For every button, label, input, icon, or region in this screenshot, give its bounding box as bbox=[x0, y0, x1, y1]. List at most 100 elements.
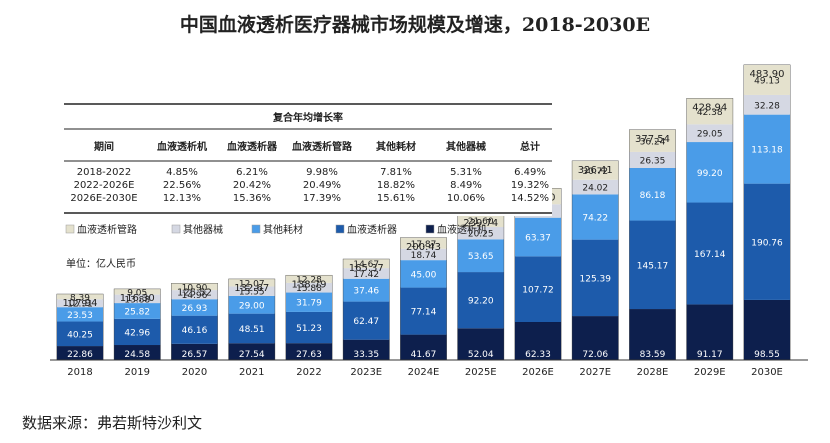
table-cell: 19.32% bbox=[511, 180, 549, 191]
segment-value-label: 12.07 bbox=[239, 279, 265, 289]
bar-segment bbox=[228, 286, 275, 296]
x-tick-label: 2028E bbox=[637, 367, 669, 378]
bar-segment bbox=[572, 179, 619, 195]
x-tick-label: 2022 bbox=[296, 367, 321, 378]
segment-value-label: 83.59 bbox=[640, 350, 666, 360]
bar-segment bbox=[572, 316, 619, 360]
source-note: 数据来源：弗若斯特沙利文 bbox=[22, 414, 203, 432]
bar-segment bbox=[572, 161, 619, 180]
bar-segment bbox=[629, 151, 676, 169]
legend-swatch bbox=[251, 224, 261, 234]
total-value-label: 326.41 bbox=[578, 165, 613, 176]
table-cell: 10.06% bbox=[447, 193, 485, 204]
segment-value-label: 52.04 bbox=[468, 350, 494, 360]
segment-value-label: 30.72 bbox=[582, 167, 608, 177]
segment-value-label: 77.14 bbox=[411, 308, 437, 318]
bar-segment bbox=[515, 256, 561, 323]
table-cell: 4.85% bbox=[166, 167, 198, 178]
segment-value-label: 18.74 bbox=[411, 251, 437, 261]
segment-value-label: 15.88 bbox=[296, 284, 322, 294]
bar-segment bbox=[400, 248, 447, 261]
bar-segment bbox=[171, 315, 218, 344]
bar-segment bbox=[686, 202, 733, 305]
segment-value-label: 13.88 bbox=[124, 295, 150, 305]
bar-segment bbox=[343, 259, 390, 269]
segment-value-label: 92.20 bbox=[468, 297, 494, 307]
bar-segment bbox=[744, 299, 790, 360]
segment-value-label: 99.20 bbox=[697, 169, 723, 179]
bar-segment bbox=[171, 290, 218, 300]
segment-value-label: 98.55 bbox=[754, 350, 780, 360]
bar-segment bbox=[629, 129, 676, 152]
bar-segment bbox=[57, 321, 103, 347]
x-tick-label: 2029E bbox=[694, 367, 726, 378]
segment-value-label: 86.18 bbox=[640, 191, 666, 201]
bar-segment bbox=[744, 94, 790, 115]
segment-value-label: 42.38 bbox=[697, 108, 723, 118]
x-tick-label: 2027E bbox=[579, 367, 611, 378]
total-value-label: 132.67 bbox=[234, 283, 269, 294]
segment-value-label: 72.06 bbox=[582, 350, 608, 360]
x-tick-label: 2018 bbox=[67, 367, 92, 378]
bar-segment bbox=[114, 345, 161, 360]
segment-value-label: 26.35 bbox=[640, 156, 666, 166]
segment-value-label: 29.00 bbox=[239, 301, 265, 311]
segment-value-label: 9.05 bbox=[127, 288, 147, 298]
segment-value-label: 49.13 bbox=[754, 76, 780, 86]
bar-segment bbox=[457, 227, 504, 240]
table-header-cell: 其他耗材 bbox=[376, 140, 416, 153]
segment-value-label: 20.25 bbox=[468, 230, 494, 240]
segment-value-label: 48.51 bbox=[239, 325, 265, 335]
legend-label: 血液透析器 bbox=[347, 223, 397, 236]
bar-segment bbox=[114, 318, 161, 346]
table-cell: 2018-2022 bbox=[77, 167, 132, 178]
table-cell: 6.49% bbox=[514, 167, 546, 178]
bar-segment bbox=[457, 328, 504, 360]
segment-value-label: 12.28 bbox=[296, 276, 322, 286]
bar-segment bbox=[228, 343, 275, 360]
segment-value-label: 14.96 bbox=[182, 291, 208, 301]
x-tick-label: 2023E bbox=[350, 367, 382, 378]
bar-segment bbox=[343, 278, 390, 302]
segment-value-label: 37.46 bbox=[353, 287, 379, 297]
bar-segment bbox=[171, 299, 218, 316]
bar-segment bbox=[572, 194, 619, 240]
segment-value-label: 21.60 bbox=[468, 217, 494, 227]
table-cell: 20.42% bbox=[233, 180, 271, 191]
segment-value-label: 29.05 bbox=[697, 130, 723, 140]
table-cell: 5.31% bbox=[450, 167, 482, 178]
segment-value-label: 45.00 bbox=[411, 270, 437, 280]
segment-value-label: 8.39 bbox=[70, 293, 90, 303]
table-header-cell: 其他器械 bbox=[446, 140, 486, 153]
table-caption: 复合年均增长率 bbox=[272, 111, 343, 124]
total-value-label: 125.52 bbox=[177, 287, 212, 298]
bar-segment bbox=[171, 343, 218, 360]
bar-segment bbox=[228, 279, 275, 287]
legend-label: 其他器械 bbox=[183, 223, 223, 236]
table-header-cell: 期间 bbox=[94, 140, 114, 153]
segment-value-label: 74.22 bbox=[582, 214, 608, 224]
table-cell: 12.13% bbox=[163, 193, 201, 204]
segment-value-label: 62.33 bbox=[525, 350, 551, 360]
table-header-cell: 血液透析机 bbox=[157, 140, 207, 153]
segment-value-label: 40.25 bbox=[67, 330, 93, 340]
bar-segment bbox=[114, 289, 161, 295]
segment-value-label: 25.82 bbox=[124, 307, 150, 317]
segment-value-label: 24.02 bbox=[582, 184, 608, 194]
bar-segment bbox=[286, 292, 332, 312]
bar-segment bbox=[114, 303, 161, 319]
segment-value-label: 10.90 bbox=[182, 283, 208, 293]
total-value-label: 239.74 bbox=[463, 218, 498, 229]
segment-value-label: 26.93 bbox=[182, 304, 208, 314]
segment-value-label: 24.58 bbox=[124, 350, 150, 360]
legend-label: 其他耗材 bbox=[263, 223, 303, 236]
x-tick-label: 2025E bbox=[465, 367, 497, 378]
segment-value-label: 51.23 bbox=[296, 324, 322, 334]
